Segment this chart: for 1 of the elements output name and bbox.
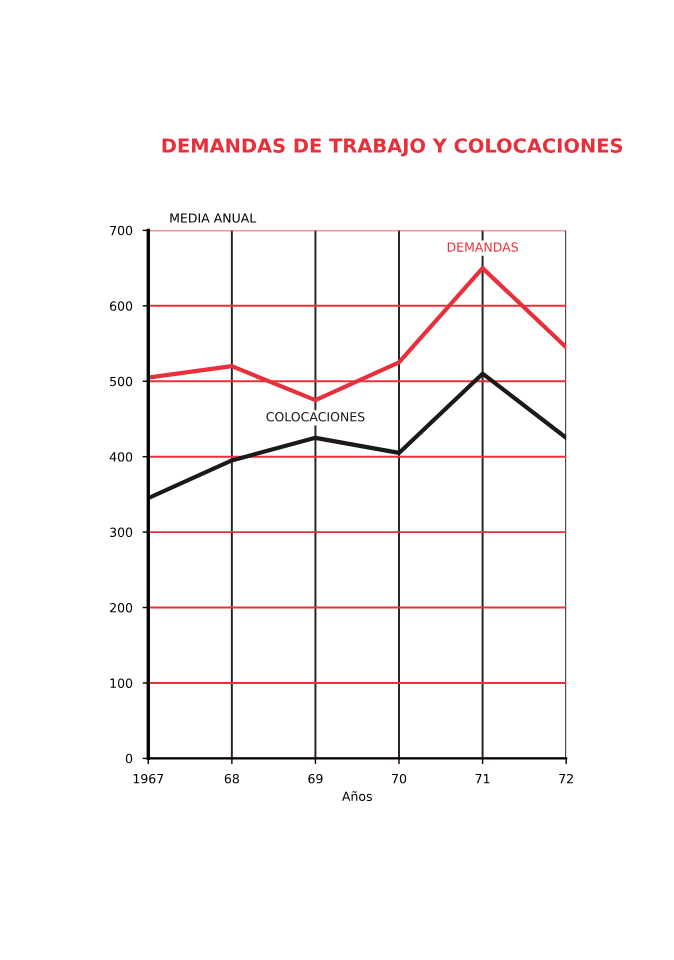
chart-title: DEMANDAS DE TRABAJO Y COLOCACIONES (162, 138, 623, 157)
